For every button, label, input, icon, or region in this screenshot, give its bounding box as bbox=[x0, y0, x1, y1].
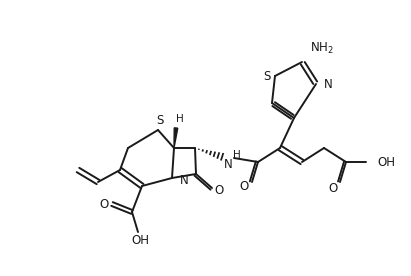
Text: NH$_2$: NH$_2$ bbox=[310, 41, 334, 55]
Text: OH: OH bbox=[131, 233, 149, 246]
Text: O: O bbox=[239, 179, 249, 192]
Text: N: N bbox=[324, 78, 333, 91]
Text: OH: OH bbox=[377, 155, 395, 169]
Text: N: N bbox=[224, 158, 232, 171]
Text: H: H bbox=[233, 150, 241, 160]
Text: N: N bbox=[180, 174, 189, 187]
Polygon shape bbox=[174, 128, 178, 148]
Text: O: O bbox=[328, 182, 337, 195]
Text: S: S bbox=[156, 115, 164, 128]
Text: O: O bbox=[99, 198, 109, 211]
Text: S: S bbox=[263, 70, 271, 83]
Text: H: H bbox=[176, 114, 184, 124]
Text: O: O bbox=[215, 184, 224, 197]
